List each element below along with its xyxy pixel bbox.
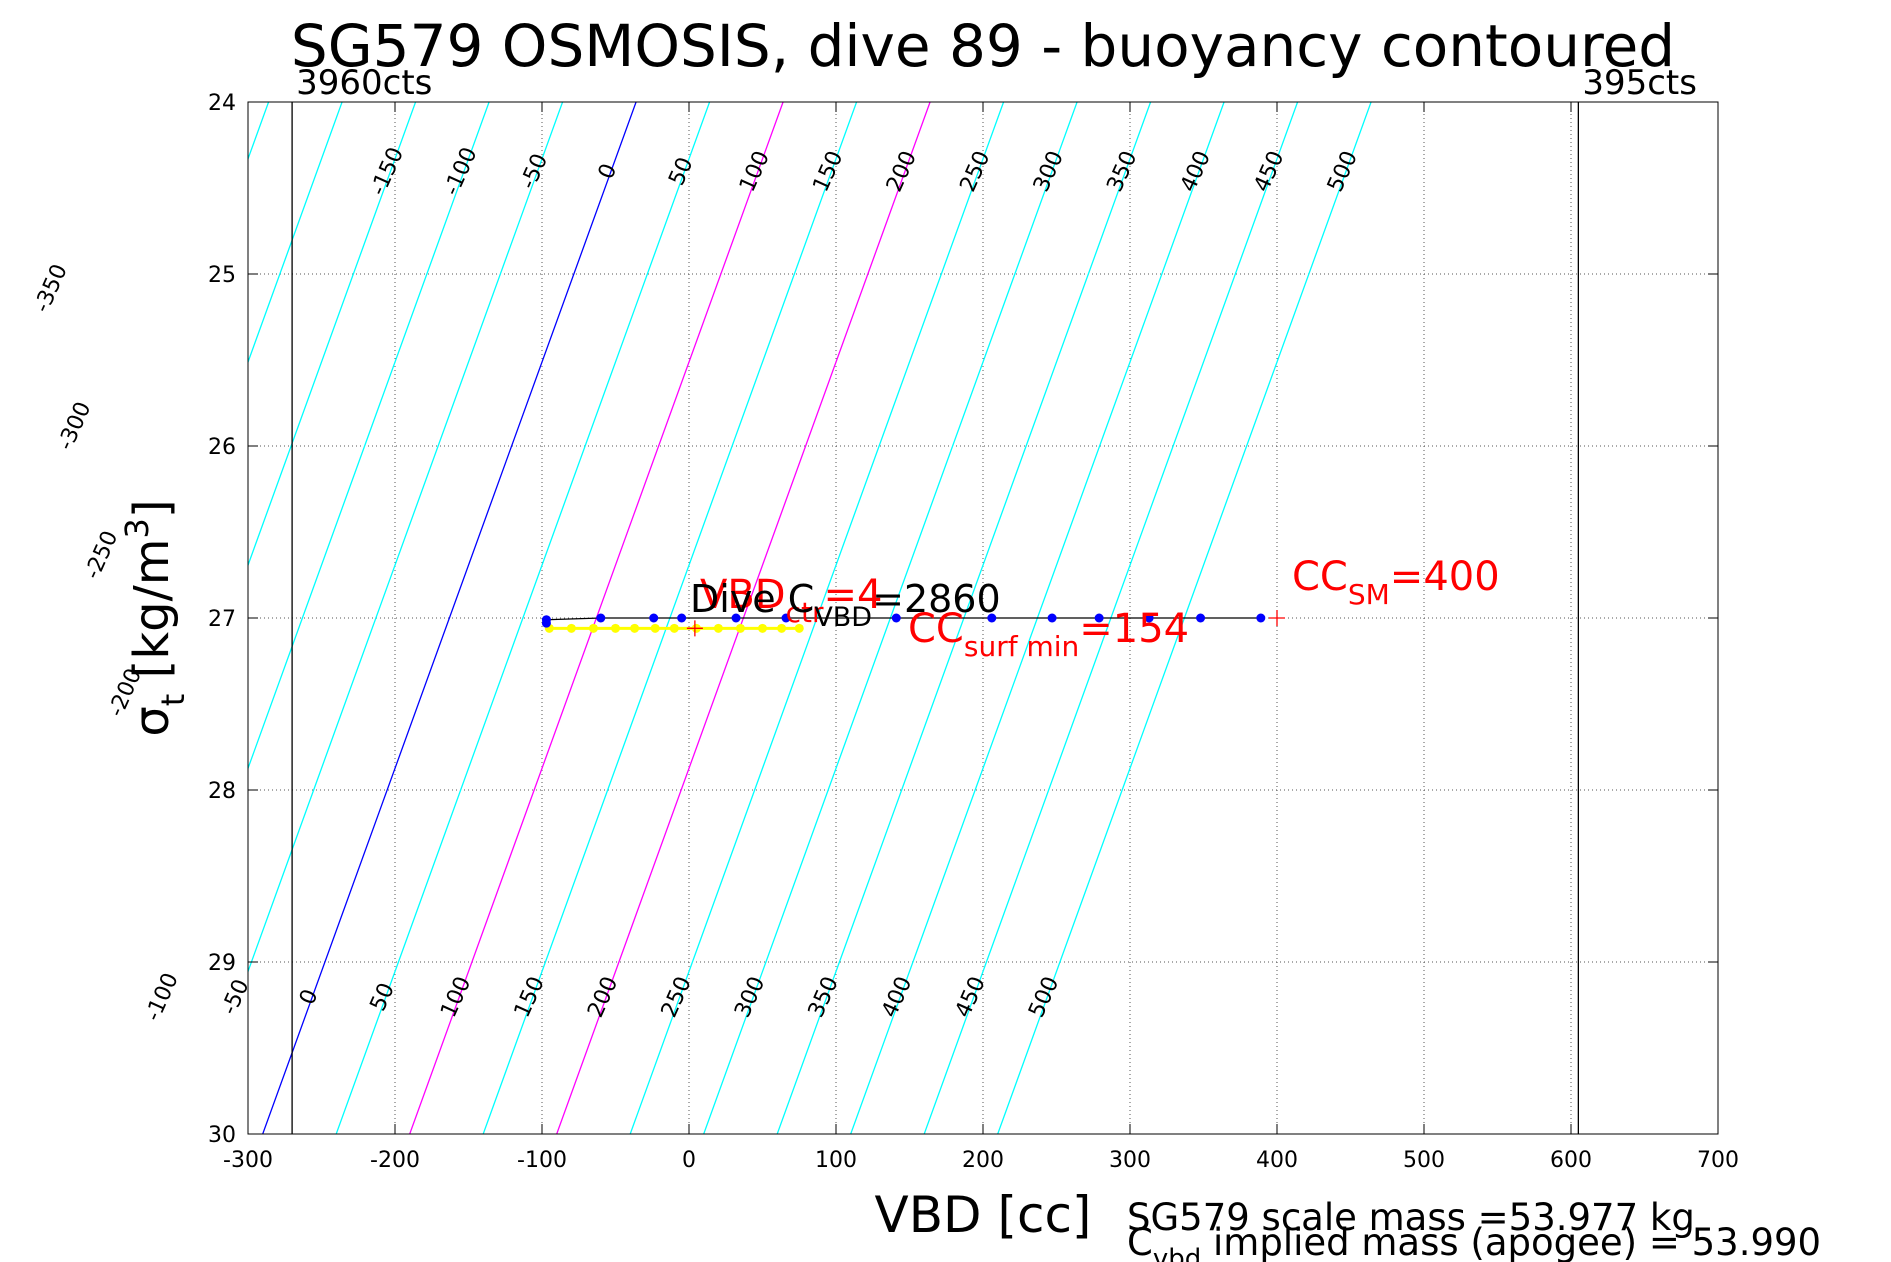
count-line-label: 3960cts <box>296 63 432 103</box>
dive-c-sub: VBD <box>814 602 872 633</box>
dive-c-value: =2860 <box>872 577 1001 621</box>
cc-sm-value: =400 <box>1390 554 1500 600</box>
contour-line <box>248 102 490 771</box>
data-series <box>541 610 1285 637</box>
chart-title: SG579 OSMOSIS, dive 89 - buoyancy contou… <box>291 12 1675 80</box>
y-axis-label: σt [kg/m3] <box>118 499 192 736</box>
yellow-data-point <box>794 623 804 633</box>
blue-data-point <box>596 613 606 623</box>
blue-data-point <box>1196 613 1206 623</box>
x-tick-label: 400 <box>1256 1148 1298 1173</box>
x-tick-label: -300 <box>223 1148 273 1173</box>
cc-surf-min-sub: surf min <box>964 630 1079 663</box>
vbd-ctr-main: VBD <box>700 572 786 618</box>
contour-line <box>248 102 417 568</box>
y-axis-subscript: t <box>154 694 192 707</box>
cc-surf-min-value: =154 <box>1079 606 1189 652</box>
blue-data-point <box>1256 613 1266 623</box>
x-tick-label: 500 <box>1403 1148 1445 1173</box>
dive-c-main: Dive C <box>690 577 814 621</box>
blue-data-point <box>541 618 551 628</box>
y-axis-symbol: σ <box>124 706 180 736</box>
x-tick-label: 100 <box>815 1148 857 1173</box>
blue-data-point <box>1094 613 1104 623</box>
blue-data-point <box>649 613 659 623</box>
blue-data-point <box>731 613 741 623</box>
contour-line <box>248 102 343 364</box>
x-tick-label: -100 <box>517 1148 567 1173</box>
x-tick-label: 200 <box>962 1148 1004 1173</box>
blue-data-point <box>1144 613 1154 623</box>
yellow-data-point <box>650 623 660 633</box>
x-tick-label: 0 <box>682 1148 696 1173</box>
contour-line <box>262 102 637 1134</box>
yellow-data-point <box>777 623 787 633</box>
blue-data-point <box>677 613 687 623</box>
x-axis-label: VBD [cc] <box>875 1186 1092 1244</box>
blue-data-point <box>891 613 901 623</box>
axis-ticks: -300 -200 -100 0 100 200 300 400 500 600 700 24 25 26… <box>208 91 1739 1173</box>
vbd-ctr-sub: ctr <box>786 596 824 629</box>
vbd-ctr-value: =4 <box>824 572 883 618</box>
cc-surf-min-annotation: CCsurf min=154 <box>908 606 1189 663</box>
y-tick-label: 27 <box>208 607 236 632</box>
count-line-label: 395cts <box>1582 63 1697 103</box>
yellow-data-point <box>758 623 767 633</box>
cc-sm-annotation: CCSM=400 <box>1292 554 1500 611</box>
y-tick-label: 24 <box>208 91 236 116</box>
footer-implied-mass: Cvbd implied mass (apogee) = 53.990 <box>1127 1221 1821 1262</box>
x-tick-label: 700 <box>1697 1148 1739 1173</box>
yellow-data-point <box>566 623 576 633</box>
blue-data-point <box>987 613 997 623</box>
cc-sm-sub: SM <box>1348 578 1390 611</box>
yellow-data-point <box>669 623 679 633</box>
cc-sm-main: CC <box>1292 554 1348 600</box>
y-axis-superscript: 3 <box>118 518 156 538</box>
y-axis-close: ] <box>124 499 180 518</box>
contour-line <box>335 102 711 1134</box>
vbd-ctr-annotation: VBDctr=4 <box>700 572 882 629</box>
blue-data-point <box>1047 613 1057 623</box>
red-plus-marker <box>1269 610 1285 626</box>
footer-cvbd-main: C <box>1127 1221 1153 1262</box>
yellow-data-point <box>735 623 745 633</box>
footer-implied-value: implied mass (apogee) = 53.990 <box>1201 1221 1821 1262</box>
red-plus-marker <box>686 620 703 637</box>
contour-line <box>248 102 564 974</box>
y-tick-label: 30 <box>208 1123 236 1148</box>
count-lines: 3960cts 395cts <box>291 63 1697 1134</box>
x-tick-label: 300 <box>1109 1148 1151 1173</box>
y-axis-unit: [kg/m <box>124 538 180 693</box>
y-tick-label: 29 <box>208 951 236 976</box>
yellow-data-point <box>713 623 723 633</box>
x-tick-label: -200 <box>370 1148 420 1173</box>
y-tick-label: 25 <box>208 263 236 288</box>
yellow-data-point <box>611 623 620 633</box>
footer-cvbd-sub: vbd <box>1153 1244 1201 1262</box>
cc-surf-min-main: CC <box>908 606 964 652</box>
blue-data-point <box>781 613 791 623</box>
y-tick-label: 26 <box>208 435 236 460</box>
yellow-data-point <box>630 623 640 633</box>
dive-c-annotation: Dive CVBD=2860 <box>690 577 1001 633</box>
footer-scale-mass: SG579 scale mass =53.977 kg <box>1127 1196 1695 1239</box>
x-tick-label: 600 <box>1550 1148 1592 1173</box>
y-tick-label: 28 <box>208 779 236 804</box>
yellow-data-point <box>588 623 598 633</box>
